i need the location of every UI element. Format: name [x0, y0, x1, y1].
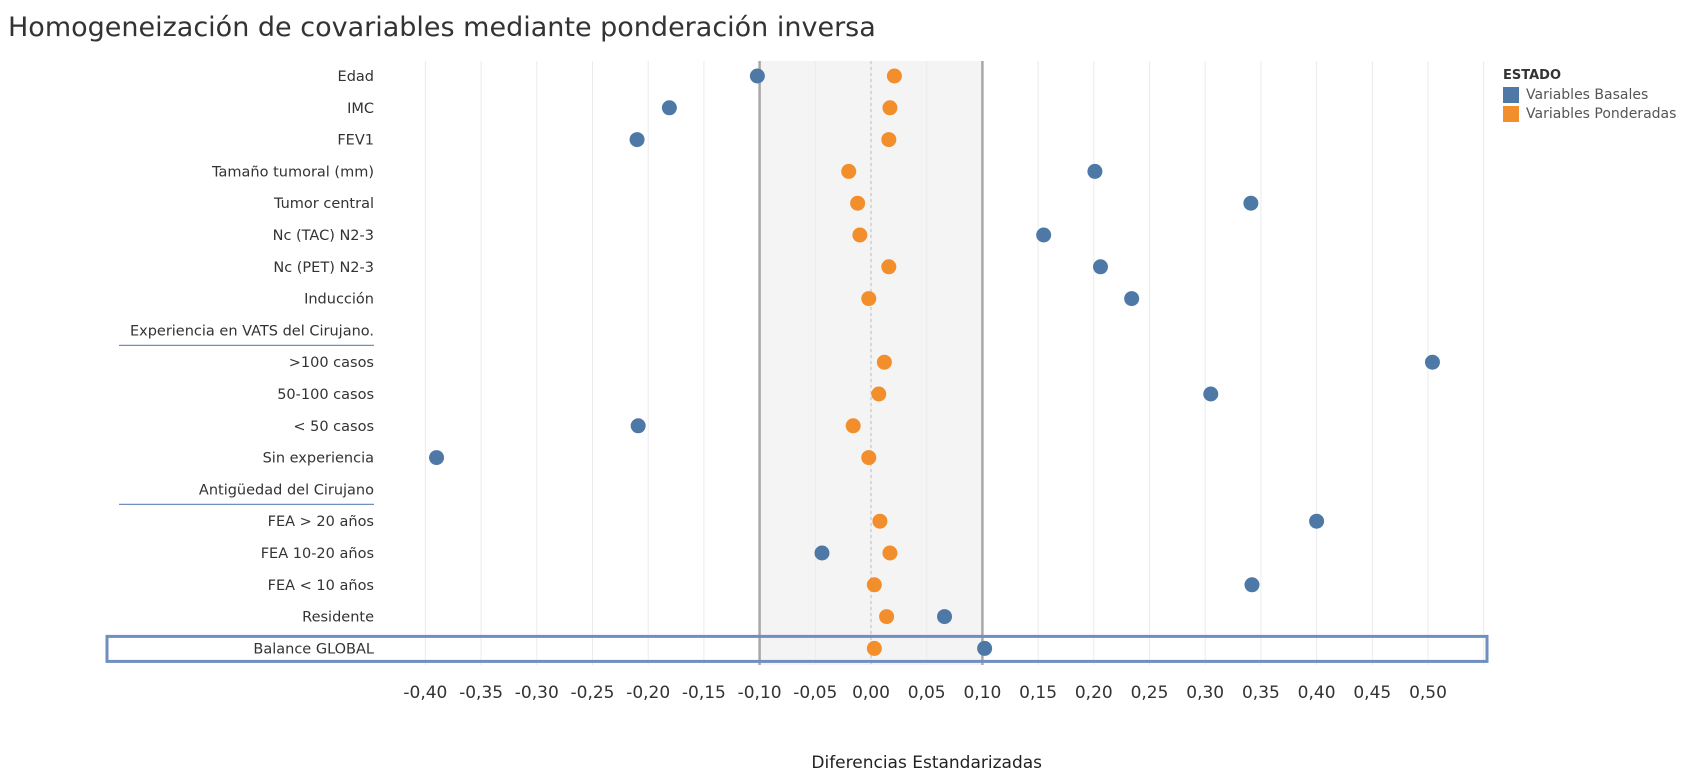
point-ponderadas [866, 640, 882, 656]
x-tick-label: -0,35 [459, 683, 503, 703]
row-label: 50-100 casos [277, 387, 374, 403]
x-tick-label: -0,40 [403, 683, 447, 703]
legend-item-ponderadas[interactable]: Variables Ponderadas [1503, 106, 1676, 122]
point-ponderadas [876, 354, 892, 370]
highlight-box [105, 634, 1489, 663]
legend-swatch-basales [1503, 87, 1519, 103]
point-ponderadas [845, 418, 861, 434]
point-basales [1309, 513, 1325, 529]
point-ponderadas [850, 195, 866, 211]
point-ponderadas [879, 609, 895, 625]
row-label: IMC [347, 101, 374, 117]
legend-label: Variables Ponderadas [1526, 106, 1677, 122]
x-tick-label: 0,25 [1131, 683, 1169, 703]
x-tick-label: 0,10 [963, 683, 1001, 703]
x-tick-label: -0,30 [515, 683, 559, 703]
point-basales [1124, 291, 1140, 307]
point-basales [629, 132, 645, 148]
x-tick-label: 0,15 [1019, 683, 1057, 703]
legend-item-basales[interactable]: Variables Basales [1503, 87, 1676, 103]
point-basales [977, 640, 993, 656]
x-tick-label: -0,25 [571, 683, 615, 703]
point-ponderadas [872, 513, 888, 529]
row-label: Nc (TAC) N2-3 [273, 228, 374, 244]
row-label: Sin experiencia [263, 451, 374, 467]
row-label: FEA > 20 años [268, 514, 374, 530]
point-ponderadas [871, 386, 887, 402]
row-label: Balance GLOBAL [253, 641, 374, 657]
point-ponderadas [882, 100, 898, 116]
point-basales [1424, 354, 1440, 370]
x-tick-label: -0,20 [626, 683, 670, 703]
x-tick-label: 0,20 [1075, 683, 1113, 703]
point-basales [1036, 227, 1052, 243]
row-label: Nc (PET) N2-3 [273, 260, 374, 276]
point-basales [1087, 163, 1103, 179]
point-basales [937, 609, 953, 625]
x-tick-label: 0,35 [1242, 683, 1280, 703]
legend-label: Variables Basales [1526, 87, 1649, 103]
row-group-header: Experiencia en VATS del Cirujano. [130, 323, 374, 339]
row-label: FEA < 10 años [268, 578, 374, 594]
point-basales [1244, 577, 1260, 593]
row-label: < 50 casos [293, 419, 374, 435]
point-ponderadas [852, 227, 868, 243]
x-tick-label: 0,05 [908, 683, 946, 703]
point-ponderadas [861, 450, 877, 466]
point-basales [749, 68, 765, 84]
row-label: Tumor central [273, 196, 374, 212]
x-axis-title: Diferencias Estandarizadas [811, 753, 1042, 773]
point-basales [1203, 386, 1219, 402]
point-ponderadas [881, 132, 897, 148]
x-tick-label: 0,30 [1186, 683, 1224, 703]
point-basales [661, 100, 677, 116]
point-ponderadas [841, 163, 857, 179]
point-ponderadas [881, 259, 897, 275]
x-tick-label: -0,10 [738, 683, 782, 703]
legend-title: ESTADO [1503, 68, 1562, 83]
row-label: FEV1 [337, 133, 374, 149]
x-tick-label: 0,50 [1409, 683, 1447, 703]
point-ponderadas [886, 68, 902, 84]
chart-title: Homogeneización de covariables mediante … [8, 12, 876, 43]
x-tick-label: 0,45 [1353, 683, 1391, 703]
point-basales [1092, 259, 1108, 275]
row-label: FEA 10-20 años [261, 546, 374, 562]
x-tick-label: -0,15 [682, 683, 726, 703]
point-basales [429, 450, 445, 466]
row-label: Tamaño tumoral (mm) [211, 164, 374, 180]
legend-swatch-ponderadas [1503, 106, 1519, 122]
row-label: Edad [338, 69, 374, 85]
point-ponderadas [861, 291, 877, 307]
row-label: Inducción [304, 292, 374, 308]
point-ponderadas [882, 545, 898, 561]
row-label: Residente [302, 610, 374, 626]
row-group-header: Antigüedad del Cirujano [199, 482, 374, 498]
x-tick-label: -0,05 [793, 683, 837, 703]
x-tick-label: 0,00 [852, 683, 890, 703]
row-label: >100 casos [289, 355, 374, 371]
legend: ESTADO Variables Basales Variables Ponde… [1503, 68, 1676, 125]
point-basales [1243, 195, 1259, 211]
point-basales [630, 418, 646, 434]
point-ponderadas [866, 577, 882, 593]
point-basales [814, 545, 830, 561]
x-tick-label: 0,40 [1298, 683, 1336, 703]
